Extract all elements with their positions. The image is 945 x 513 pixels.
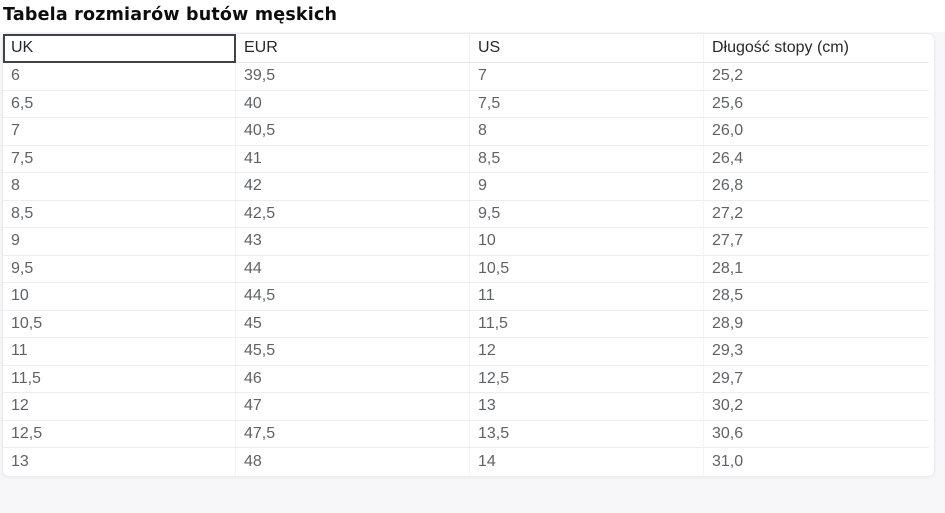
table-row: 8,5 42,5 9,5 27,2	[3, 200, 929, 228]
cell-eur: 42,5	[236, 200, 470, 228]
cell-us: 10	[470, 228, 704, 256]
cell-cm: 27,7	[704, 228, 929, 256]
cell-us: 13	[470, 393, 704, 421]
header-row: UK EUR US Długość stopy (cm)	[3, 34, 929, 63]
size-table-card: UK EUR US Długość stopy (cm) 6 39,5 7 25,2 6…	[2, 33, 935, 477]
cell-us: 7	[470, 63, 704, 91]
table-row: 10,5 45 11,5 28,9	[3, 310, 929, 338]
cell-us: 14	[470, 448, 704, 476]
cell-cm: 29,7	[704, 366, 929, 393]
cell-us: 9,5	[470, 200, 704, 228]
cell-cm: 26,0	[704, 118, 929, 146]
cell-uk: 12,5	[3, 420, 236, 448]
cell-cm: 26,8	[704, 173, 929, 201]
cell-eur: 45,5	[236, 338, 470, 366]
table-row: 10 44,5 11 28,5	[3, 283, 929, 311]
cell-uk: 8	[3, 173, 236, 201]
cell-eur: 43	[236, 228, 470, 256]
cell-cm: 30,6	[704, 421, 929, 448]
cell-uk: 8,5	[3, 200, 236, 228]
cell-uk: 9,5	[3, 255, 236, 283]
table-row: 8 42 9 26,8	[3, 173, 929, 201]
cell-cm: 29,3	[704, 338, 929, 366]
cell-uk: 12	[3, 393, 236, 421]
cell-eur: 40	[236, 90, 470, 118]
cell-eur: 39,5	[236, 63, 470, 91]
cell-eur: 42	[236, 173, 470, 201]
cell-eur: 47,5	[236, 420, 470, 448]
table-row: 9 43 10 27,7	[3, 228, 929, 256]
table-row: 12 47 13 30,2	[3, 393, 929, 421]
cell-cm: 28,9	[704, 311, 929, 338]
cell-us: 8,5	[470, 145, 704, 173]
cell-uk: 13	[3, 448, 236, 476]
cell-us: 13,5	[470, 420, 704, 448]
cell-cm: 25,6	[704, 91, 929, 118]
cell-cm: 28,1	[704, 256, 929, 283]
cell-eur: 41	[236, 145, 470, 173]
cell-cm: 27,2	[704, 201, 929, 228]
cell-uk: 11	[3, 338, 236, 366]
cell-eur: 46	[236, 365, 470, 393]
cell-cm: 31,0	[712, 452, 744, 470]
cell-us: 12,5	[470, 365, 704, 393]
cell-us: 7,5	[470, 90, 704, 118]
size-table: UK EUR US Długość stopy (cm) 6 39,5 7 25,2 6…	[3, 34, 929, 476]
cell-cm: 28,5	[704, 283, 929, 311]
table-row: 12,5 47,5 13,5 30,6	[3, 420, 929, 448]
table-row: 13 48 14 31,0	[3, 448, 929, 476]
cell-eur: 45	[236, 310, 470, 338]
column-header-uk[interactable]: UK	[3, 34, 236, 63]
column-header-eur[interactable]: EUR	[236, 34, 470, 63]
cell-eur: 44,5	[236, 283, 470, 311]
cell-uk: 10,5	[3, 310, 236, 338]
cell-uk: 6	[3, 63, 236, 91]
column-header-us[interactable]: US	[470, 34, 704, 63]
cell-uk: 10	[3, 283, 236, 311]
cell-eur: 47	[236, 393, 470, 421]
table-row: 6 39,5 7 25,2	[3, 63, 929, 91]
cell-uk: 6,5	[3, 90, 236, 118]
cell-us: 9	[470, 173, 704, 201]
cell-us: 10,5	[470, 255, 704, 283]
cell-cm: 25,2	[704, 63, 929, 91]
cell-cm: 30,2	[704, 393, 929, 421]
column-header-foot-length[interactable]: Długość stopy (cm)	[704, 34, 929, 63]
table-row: 11,5 46 12,5 29,7	[3, 365, 929, 393]
cell-eur: 44	[236, 255, 470, 283]
table-body: 6 39,5 7 25,2 6,5 40 7,5 25,6 7 40,5 8 26,0 7,5 41 8,5…	[3, 63, 929, 476]
cell-cm: 26,4	[704, 146, 929, 173]
cell-eur: 48	[236, 448, 470, 476]
page-title: Tabela rozmiarów butów męskich	[3, 5, 338, 25]
table-row: 9,5 44 10,5 28,1	[3, 255, 929, 283]
cell-us: 11,5	[470, 310, 704, 338]
cell-uk: 7,5	[3, 145, 236, 173]
cell-uk: 11,5	[3, 365, 236, 393]
cell-us: 11	[470, 283, 704, 311]
cell-us: 12	[470, 338, 704, 366]
cell-uk: 9	[3, 228, 236, 256]
table-row: 6,5 40 7,5 25,6	[3, 90, 929, 118]
table-row: 7,5 41 8,5 26,4	[3, 145, 929, 173]
table-row: 11 45,5 12 29,3	[3, 338, 929, 366]
cell-uk: 7	[3, 118, 236, 146]
cell-eur: 40,5	[236, 118, 470, 146]
cell-us: 8	[470, 118, 704, 146]
table-row: 7 40,5 8 26,0	[3, 118, 929, 146]
